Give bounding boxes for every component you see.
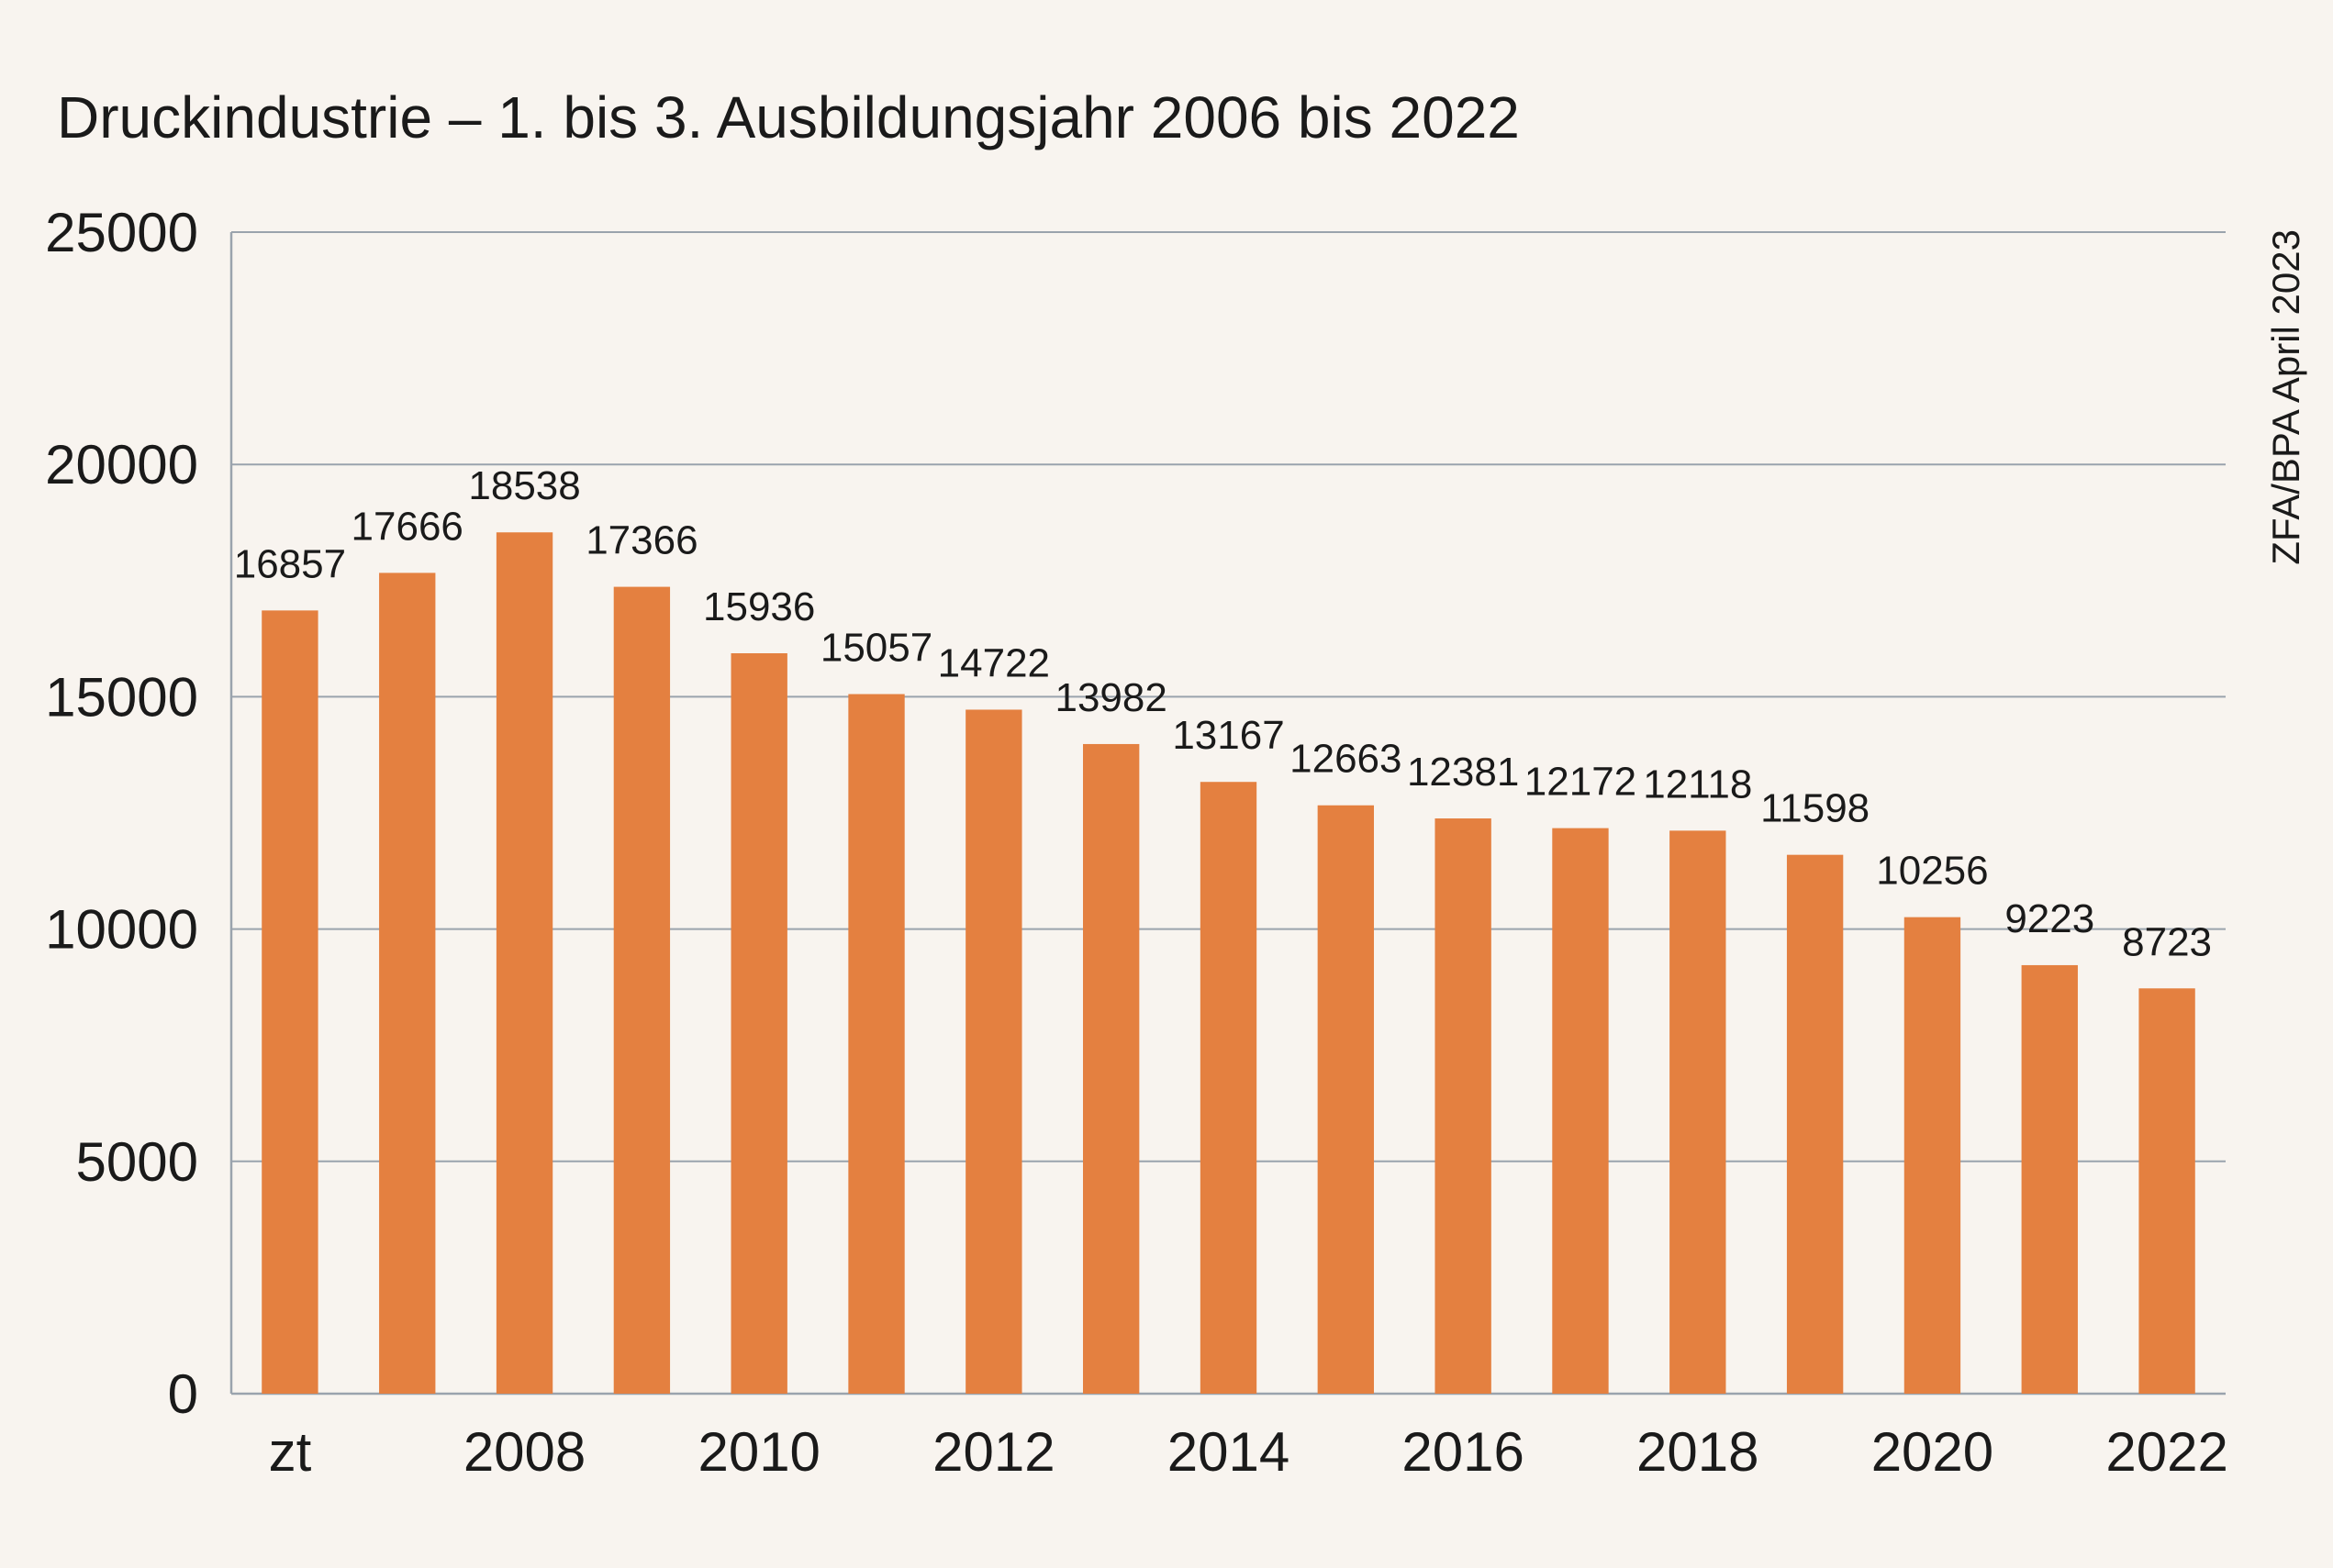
bar-2011 — [848, 694, 905, 1394]
x-tick-label: 2022 — [2105, 1421, 2227, 1483]
bar-2015 — [1317, 805, 1375, 1394]
bar-2007 — [379, 573, 436, 1394]
bar-value-label: 12663 — [1289, 737, 1401, 782]
y-tick-label: 20000 — [45, 434, 198, 495]
x-tick-label: 2008 — [463, 1421, 586, 1483]
bar-2016 — [1434, 818, 1491, 1394]
y-tick-label: 15000 — [45, 666, 198, 728]
x-tick-label: 2010 — [698, 1421, 820, 1483]
bar-2019 — [1786, 854, 1844, 1394]
x-tick-label: 2018 — [1636, 1421, 1758, 1483]
bar-value-label: 9223 — [2004, 896, 2094, 941]
bar-2008 — [496, 532, 553, 1394]
bar-2006 — [262, 610, 318, 1394]
bar-value-label: 16857 — [234, 541, 346, 586]
bar-value-label: 12381 — [1407, 750, 1519, 795]
bar-value-label: 13167 — [1172, 713, 1284, 758]
bar-value-label: 17366 — [586, 518, 698, 563]
x-tick-label: 2012 — [932, 1421, 1055, 1483]
bar-value-label: 8723 — [2122, 919, 2212, 964]
bars — [262, 532, 2195, 1394]
bar-2010 — [731, 653, 787, 1394]
bar-2022 — [2138, 988, 2195, 1394]
y-tick-label: 0 — [168, 1363, 198, 1425]
x-tick-label: 2020 — [1871, 1421, 1993, 1483]
chart-source-note: ZFA/BPA April 2023 — [2264, 229, 2307, 565]
bar-2018 — [1669, 830, 1726, 1394]
bar-2020 — [1903, 917, 1961, 1394]
bar-value-label: 10256 — [1876, 849, 1988, 894]
bar-value-label: 13982 — [1055, 675, 1166, 720]
bar-value-label: 11598 — [1760, 786, 1870, 831]
gridlines — [231, 231, 2226, 1162]
bar-2021 — [2021, 964, 2078, 1394]
x-tick-label: zt — [269, 1421, 312, 1483]
x-tick-label: 2016 — [1401, 1421, 1524, 1483]
bar-value-label: 15057 — [820, 626, 932, 671]
x-tick-label: 2014 — [1167, 1421, 1289, 1483]
x-axis: zt 2008 2010 2012 2014 2016 2018 2020 2022 — [269, 1421, 2228, 1483]
bar-2012 — [966, 709, 1022, 1394]
bar-value-label: 12172 — [1524, 760, 1636, 805]
bar-value-label: 17666 — [352, 504, 463, 549]
bar-2009 — [613, 586, 671, 1394]
y-tick-label: 25000 — [45, 202, 198, 263]
bar-value-label: 18538 — [468, 463, 580, 508]
chart-title: Druckindustrie – 1. bis 3. Ausbildungsja… — [57, 84, 1520, 150]
bar-2017 — [1552, 828, 1609, 1394]
bar-value-label: 15936 — [703, 584, 815, 629]
y-tick-label: 5000 — [76, 1131, 198, 1193]
y-tick-label: 10000 — [45, 899, 198, 961]
bar-2013 — [1082, 743, 1140, 1394]
bar-value-label: 14722 — [938, 640, 1050, 685]
bar-2014 — [1200, 782, 1257, 1394]
bar-value-label: 12118 — [1643, 762, 1752, 806]
